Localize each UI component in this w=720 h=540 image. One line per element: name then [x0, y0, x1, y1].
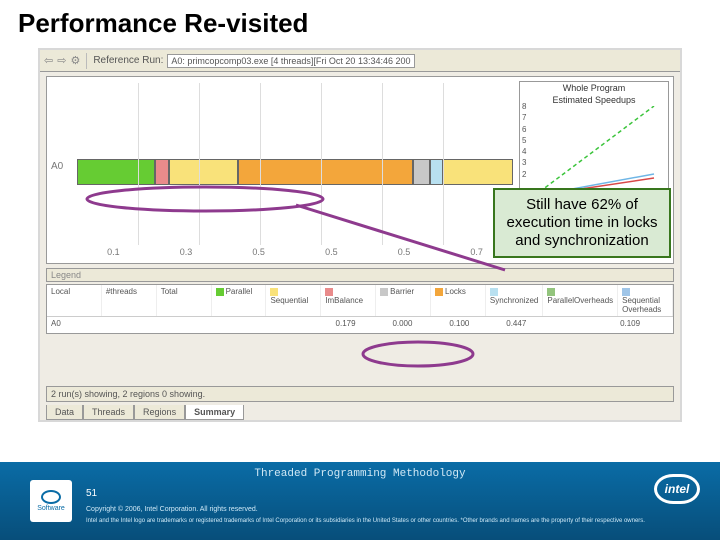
mini-title1: Whole Program [520, 82, 668, 94]
slide-title: Performance Re-visited [0, 0, 720, 45]
speedup-chart: Whole Program Estimated Speedups 2345678 [519, 81, 669, 201]
legend-col: Barrier [376, 285, 431, 316]
legend-col: Local [47, 285, 102, 316]
legend-col: ImBalance [321, 285, 376, 316]
timeline-bar [77, 159, 513, 185]
intel-logo: intel [654, 474, 700, 504]
timeline-segment[interactable] [413, 159, 430, 185]
footer: Threaded Programming Methodology 51 Copy… [0, 462, 720, 540]
timeline-segment[interactable] [155, 159, 168, 185]
x-tick: 0.3 [180, 247, 193, 257]
x-tick: 0.7 [470, 247, 483, 257]
timeline-segment[interactable] [238, 159, 412, 185]
legend-col: Sequential Overheads [618, 285, 673, 316]
software-badge: Software [30, 480, 72, 522]
legend-col: #threads [102, 285, 157, 316]
legend-cell: 0.000 [388, 317, 445, 330]
logo-ring-icon: intel [654, 474, 700, 504]
legend-cell [218, 317, 275, 330]
callout-box: Still have 62% of execution time in lock… [493, 188, 671, 258]
separator [86, 53, 87, 69]
trademark: Intel and the Intel logo are trademarks … [86, 518, 645, 524]
legend-col: Sequential [266, 285, 321, 316]
tab-summary[interactable]: Summary [185, 405, 244, 420]
legend-col: ParallelOverheads [543, 285, 618, 316]
x-tick: 0.5 [252, 247, 265, 257]
mini-title2: Estimated Speedups [520, 94, 668, 106]
timeline-segment[interactable] [443, 159, 513, 185]
legend-col: Total [157, 285, 212, 316]
ref-label: Reference Run: [93, 55, 163, 66]
cfg-icon[interactable]: ⚙ [70, 54, 80, 67]
legend-cell [559, 317, 616, 330]
legend-cell [161, 317, 218, 330]
legend-col: Synchronized [486, 285, 543, 316]
legend-cell: A0 [47, 317, 104, 330]
legend-cell: 0.447 [502, 317, 559, 330]
slide: Performance Re-visited ⇦ ⇨ ⚙ Reference R… [0, 0, 720, 540]
copyright: Copyright © 2006, Intel Corporation. All… [86, 506, 258, 513]
x-tick: 0.5 [398, 247, 411, 257]
timeline-segment[interactable] [169, 159, 239, 185]
tab-strip: DataThreadsRegionsSummary [46, 405, 244, 420]
row-label: A0 [51, 161, 63, 172]
intel-swirl-icon [41, 490, 61, 504]
tab-threads[interactable]: Threads [83, 405, 134, 420]
legend-col: Parallel [212, 285, 267, 316]
ref-run-select[interactable]: A0: primcopcomp03.exe [4 threads][Fri Oc… [167, 54, 414, 68]
status-bar: 2 run(s) showing, 2 regions 0 showing. [46, 386, 674, 402]
fwd-icon[interactable]: ⇨ [57, 54, 66, 67]
legend-header[interactable]: Legend [46, 268, 674, 282]
x-axis: 0.1 0.3 0.5 0.5 0.5 0.7 [77, 247, 513, 261]
badge-text: Software [37, 505, 65, 512]
page-number: 51 [86, 488, 97, 499]
toolbar: ⇦ ⇨ ⚙ Reference Run: A0: primcopcomp03.e… [40, 50, 680, 72]
x-tick: 0.5 [325, 247, 338, 257]
x-tick: 0.1 [107, 247, 120, 257]
tab-data[interactable]: Data [46, 405, 83, 420]
timeline-segment[interactable] [77, 159, 155, 185]
legend-table: Local#threadsTotalParallelSequentialImBa… [46, 284, 674, 334]
legend-cell: 0.179 [332, 317, 389, 330]
legend-col: Locks [431, 285, 486, 316]
legend-cell [275, 317, 332, 330]
legend-cell: 0.109 [616, 317, 673, 330]
tab-regions[interactable]: Regions [134, 405, 185, 420]
legend-cell [104, 317, 161, 330]
footer-mid: Threaded Programming Methodology [0, 468, 720, 480]
mini-plot [534, 106, 658, 196]
legend-cell: 0.100 [445, 317, 502, 330]
timeline-segment[interactable] [430, 159, 443, 185]
back-icon[interactable]: ⇦ [44, 54, 53, 67]
